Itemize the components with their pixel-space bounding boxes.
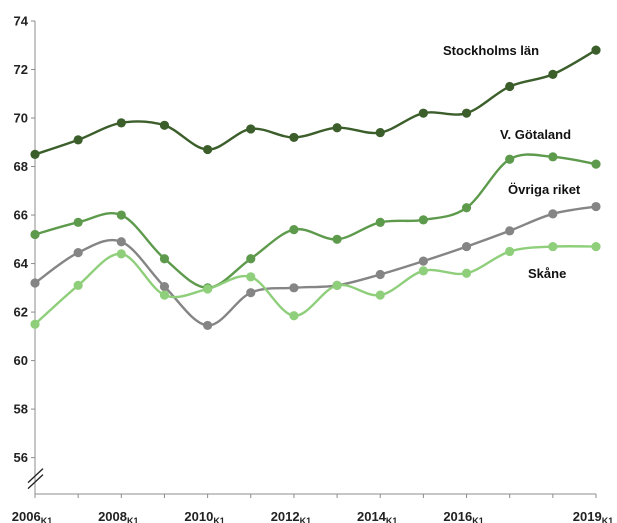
- x-tick-label: 2016K1: [443, 509, 483, 523]
- series-label-stockholms-lan: Stockholms län: [443, 43, 539, 58]
- axes: 56 58 60 62 64 66 68 70 72 74 2006K1 2008K1 2010K1 20…: [12, 14, 613, 523]
- data-point: [246, 272, 256, 282]
- data-point: [289, 311, 299, 321]
- data-point: [73, 217, 83, 227]
- data-point: [418, 108, 428, 118]
- data-point: [73, 280, 83, 290]
- data-point: [332, 280, 342, 290]
- series-labels: Stockholms län V. Götaland Övriga riket …: [443, 43, 581, 281]
- data-point: [73, 135, 83, 145]
- y-tick-label: 72: [14, 62, 28, 77]
- y-tick-label: 58: [14, 402, 28, 417]
- data-point: [30, 229, 40, 240]
- y-tick-label: 74: [14, 14, 29, 29]
- axis-break-mark: [27, 474, 44, 490]
- series-label-ovriga-riket: Övriga riket: [508, 182, 581, 197]
- data-point: [418, 256, 428, 266]
- series-label-v-gotaland: V. Götaland: [500, 127, 571, 142]
- data-point: [548, 152, 558, 162]
- data-point: [116, 249, 126, 259]
- series-points: [30, 45, 601, 331]
- data-point: [505, 226, 515, 236]
- data-point: [30, 319, 40, 329]
- x-tick-label: 2010K1: [184, 509, 224, 523]
- data-point: [591, 159, 601, 169]
- data-point: [461, 268, 472, 278]
- data-point: [418, 266, 428, 276]
- data-point: [159, 282, 170, 292]
- data-point: [116, 118, 126, 128]
- y-tick-label: 56: [14, 450, 28, 465]
- x-tick-label: 2012K1: [271, 509, 311, 523]
- data-point: [591, 201, 601, 212]
- data-point: [505, 154, 515, 164]
- data-point: [375, 269, 385, 280]
- data-point: [73, 248, 83, 258]
- x-tick-label: 2006K1: [12, 509, 52, 523]
- data-point: [461, 241, 472, 252]
- x-tick-label: 2008K1: [98, 509, 138, 523]
- x-tick-label: 2019K1: [573, 509, 613, 523]
- data-point: [246, 124, 256, 134]
- data-point: [375, 127, 385, 138]
- x-tick-label: 2014K1: [357, 509, 397, 523]
- data-point: [591, 45, 601, 55]
- y-tick-label: 62: [14, 305, 28, 320]
- data-point: [548, 241, 558, 252]
- data-point: [461, 108, 472, 118]
- axis-break-mark: [27, 468, 44, 484]
- data-point: [246, 254, 256, 264]
- data-point: [116, 210, 126, 220]
- series-label-skane: Skåne: [528, 266, 566, 281]
- y-tick-label: 68: [14, 159, 28, 174]
- data-point: [203, 284, 213, 294]
- data-point: [289, 225, 299, 235]
- data-point: [159, 290, 170, 300]
- data-point: [548, 69, 558, 79]
- data-point: [332, 234, 342, 244]
- data-point: [375, 290, 385, 300]
- series-line: [34, 245, 597, 326]
- data-point: [203, 320, 213, 331]
- data-point: [159, 254, 170, 264]
- y-tick-label: 66: [14, 208, 28, 223]
- y-tick-label: 64: [14, 256, 29, 271]
- y-tick-label: 70: [14, 111, 28, 126]
- data-point: [505, 246, 515, 257]
- data-point: [159, 120, 170, 130]
- y-tick-label: 60: [14, 353, 28, 368]
- data-point: [289, 132, 299, 143]
- data-point: [548, 209, 558, 219]
- data-point: [375, 217, 385, 227]
- data-point: [332, 123, 342, 133]
- data-point: [246, 288, 256, 298]
- data-point: [289, 283, 299, 293]
- data-point: [591, 241, 601, 252]
- data-point: [203, 144, 213, 155]
- data-point: [30, 278, 40, 288]
- data-point: [30, 149, 40, 160]
- series-line: [34, 205, 597, 327]
- series-line: [34, 153, 597, 290]
- data-point: [116, 237, 126, 247]
- data-point: [461, 203, 472, 213]
- data-point: [418, 215, 428, 225]
- data-point: [505, 81, 515, 92]
